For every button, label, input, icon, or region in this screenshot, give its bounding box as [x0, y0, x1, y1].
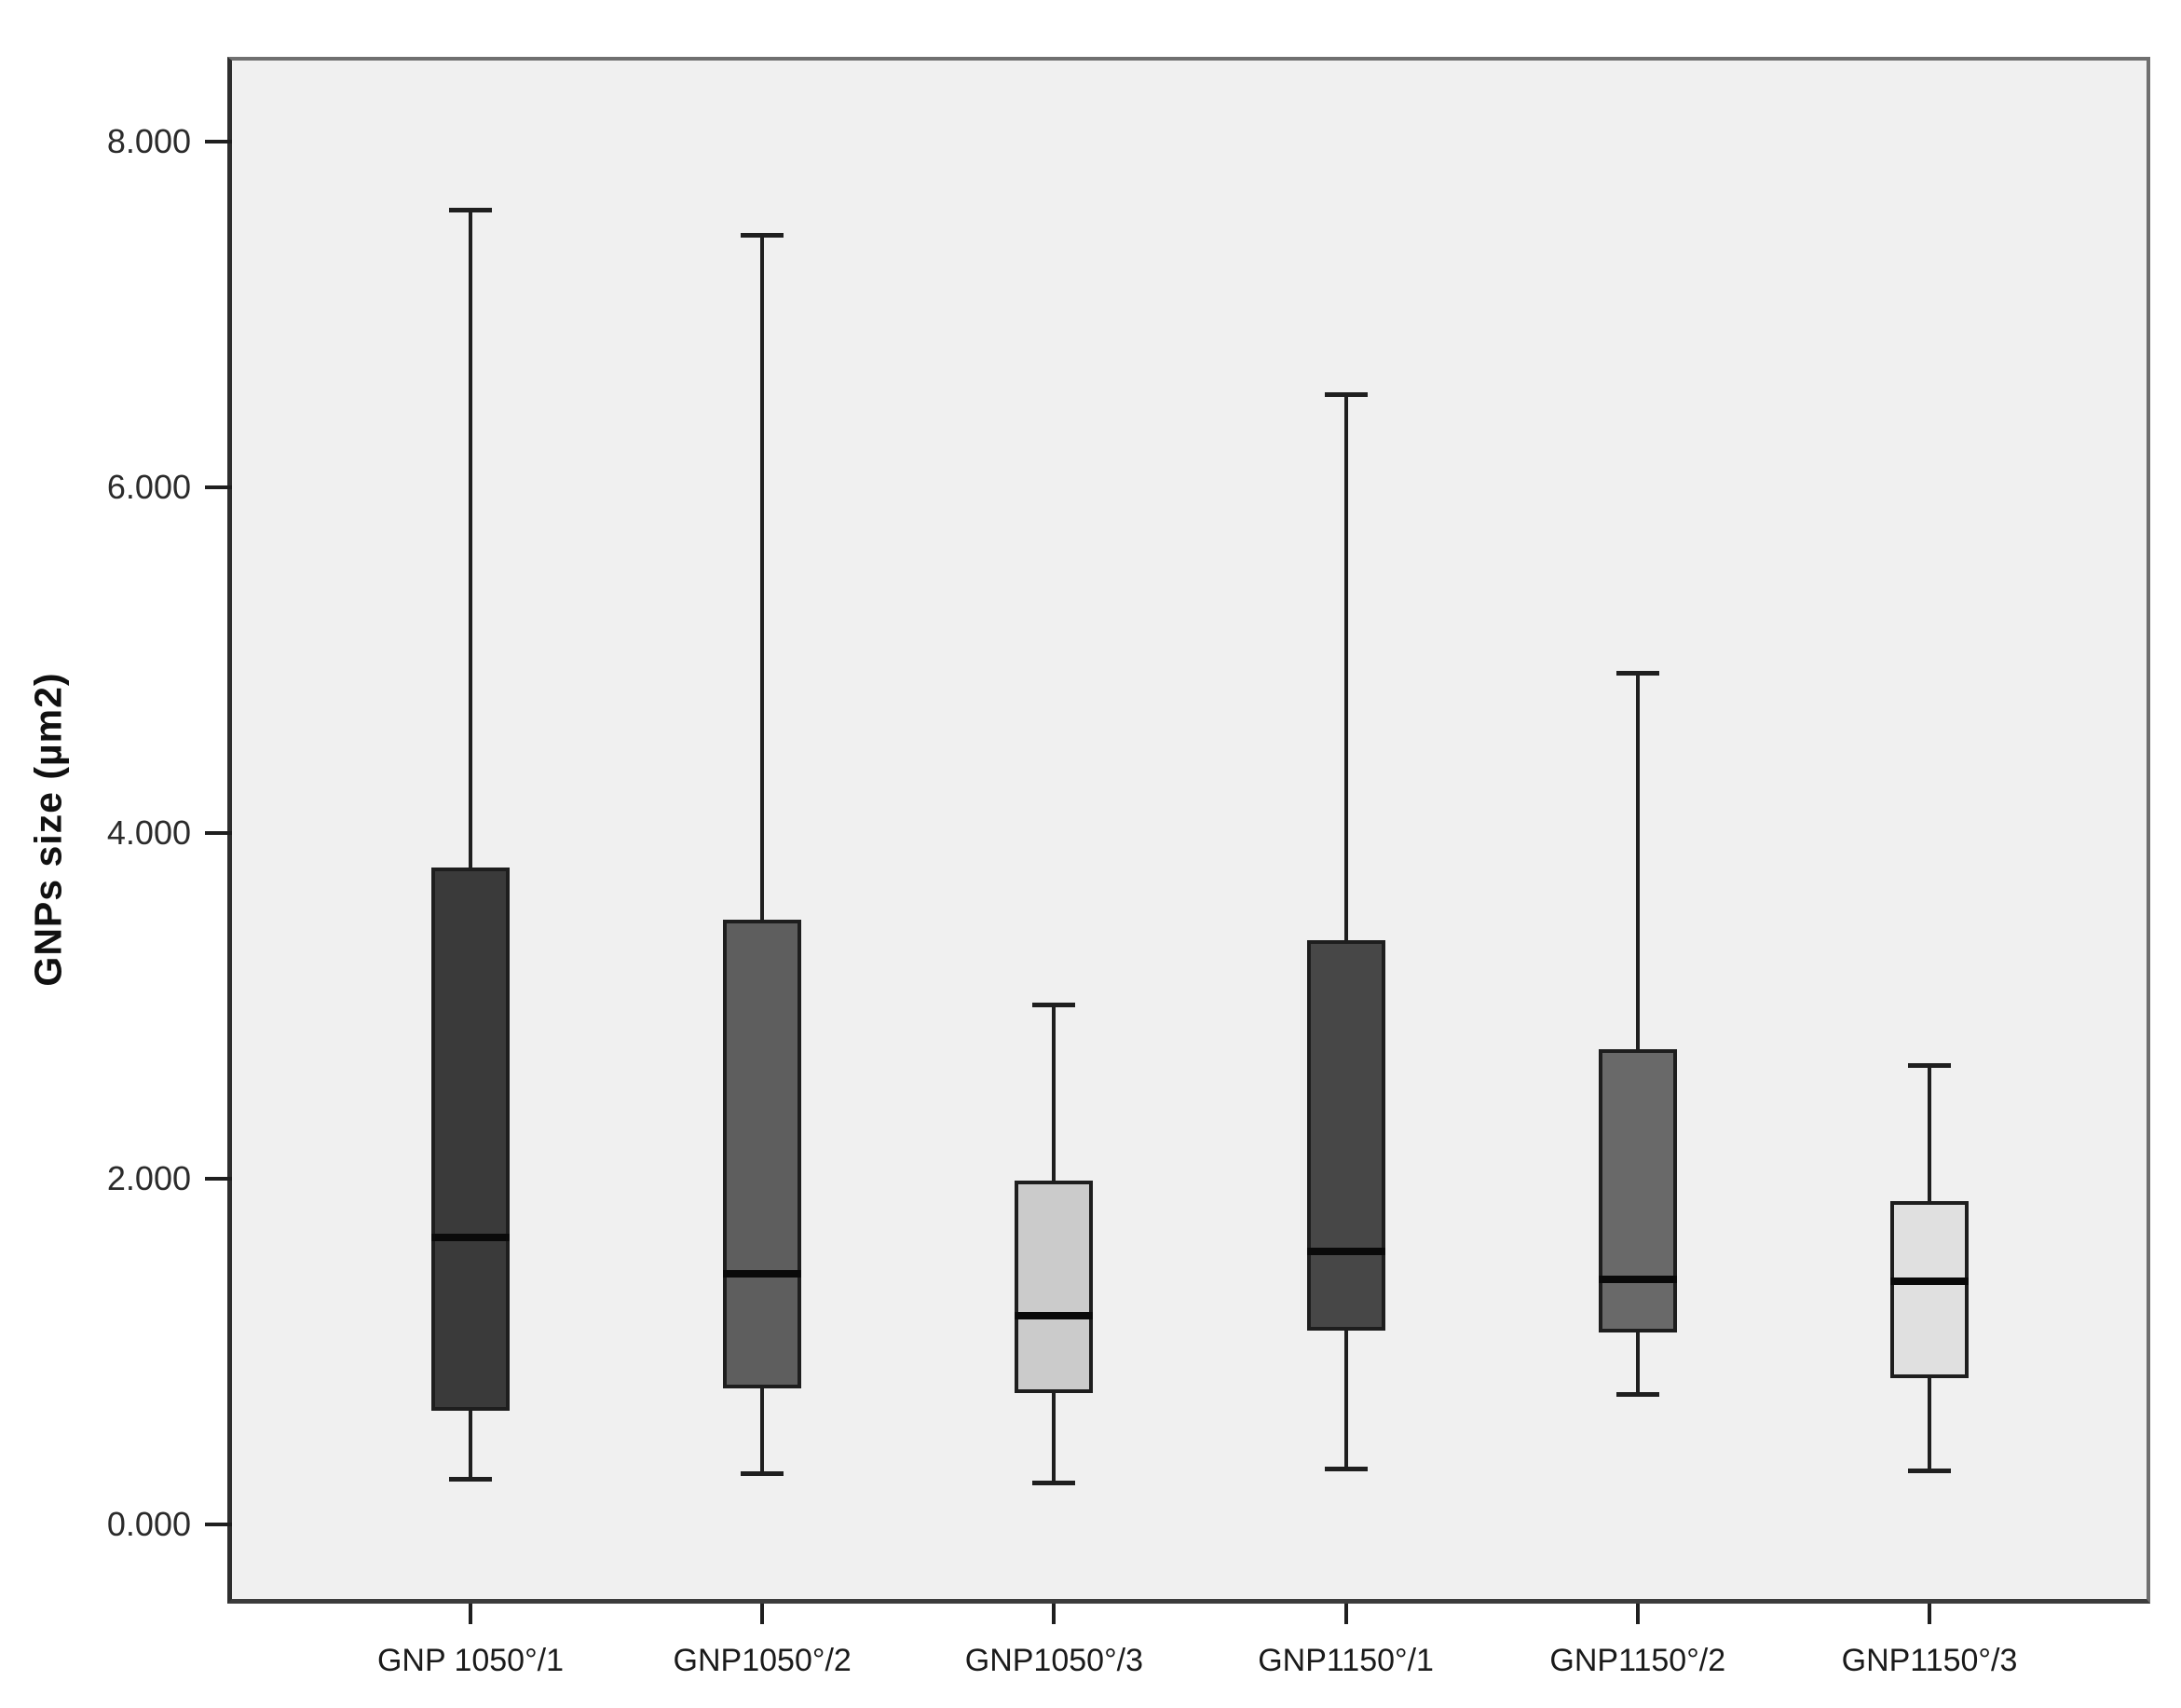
- whisker-cap-bottom: [1615, 1392, 1659, 1398]
- x-tick-mark: [1928, 1604, 1931, 1624]
- whisker-cap-bottom: [1032, 1480, 1076, 1485]
- y-tick-label: 0.000: [106, 1505, 191, 1544]
- iqr-box: [1890, 1201, 1969, 1378]
- plot-area: [227, 57, 2150, 1604]
- whisker-cap-bottom: [1908, 1468, 1951, 1473]
- whisker-cap-top: [1908, 1062, 1951, 1068]
- x-tick-mark: [760, 1604, 765, 1624]
- y-tick-label: 2.000: [106, 1159, 191, 1198]
- x-tick-label: GNP1150°/3: [1841, 1643, 2018, 1678]
- whisker-line: [760, 235, 765, 1475]
- y-tick-mark: [205, 1177, 232, 1182]
- iqr-box: [1015, 1181, 1094, 1394]
- y-tick-label: 6.000: [106, 468, 191, 507]
- whisker-line: [469, 209, 472, 1480]
- iqr-box: [1598, 1049, 1677, 1333]
- x-tick-label: GNP 1050°/1: [376, 1643, 565, 1678]
- x-tick-mark: [469, 1604, 472, 1624]
- whisker-cap-top: [449, 207, 492, 212]
- whisker-cap-top: [1032, 1002, 1076, 1007]
- whisker-cap-bottom: [449, 1477, 492, 1482]
- x-tick-label: GNP1150°/2: [1549, 1643, 1726, 1678]
- iqr-box: [431, 868, 510, 1411]
- y-tick-label: 4.000: [106, 813, 191, 853]
- median-line: [1598, 1275, 1677, 1283]
- x-tick-mark: [1052, 1604, 1056, 1624]
- whisker-cap-top: [741, 233, 784, 239]
- y-tick-mark: [205, 1523, 232, 1527]
- whisker-cap-bottom: [1324, 1466, 1368, 1471]
- y-tick-mark: [205, 485, 232, 490]
- whisker-cap-top: [1615, 670, 1659, 676]
- median-line: [1306, 1248, 1385, 1256]
- y-tick-label: 8.000: [106, 122, 191, 161]
- whisker-cap-bottom: [741, 1471, 784, 1477]
- iqr-box: [1306, 940, 1385, 1332]
- iqr-box: [723, 919, 802, 1388]
- whisker-line: [1343, 394, 1348, 1469]
- x-tick-label: GNP1050°/2: [673, 1643, 852, 1678]
- y-tick-mark: [205, 831, 232, 836]
- median-line: [723, 1270, 802, 1278]
- median-line: [1890, 1277, 1969, 1285]
- whisker-cap-top: [1324, 392, 1368, 398]
- median-line: [1015, 1311, 1094, 1319]
- x-tick-mark: [1343, 1604, 1348, 1624]
- x-tick-label: GNP1050°/3: [964, 1643, 1144, 1678]
- median-line: [431, 1234, 510, 1242]
- whisker-line: [1635, 672, 1640, 1396]
- y-tick-mark: [205, 140, 232, 144]
- x-tick-label: GNP1150°/1: [1258, 1643, 1434, 1678]
- x-tick-mark: [1635, 1604, 1640, 1624]
